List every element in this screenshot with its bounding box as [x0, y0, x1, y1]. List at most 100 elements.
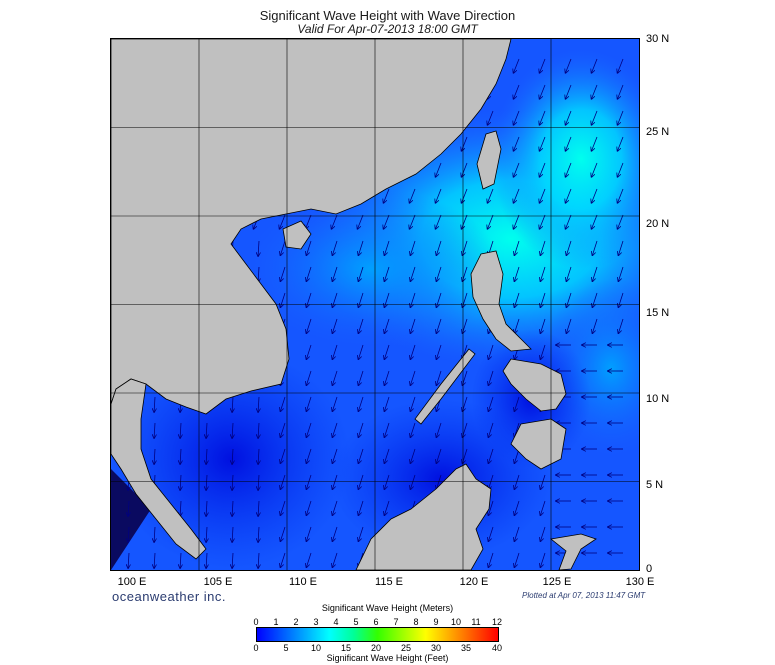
wave-direction-arrow [592, 188, 598, 203]
wave-direction-arrow [280, 422, 286, 437]
wave-direction-arrow [488, 188, 494, 203]
wave-direction-arrow [566, 240, 572, 255]
wave-direction-arrow [258, 240, 259, 256]
wave-direction-arrow [410, 188, 416, 203]
colorbar-meter-tick: 6 [373, 617, 379, 627]
colorbar-meter-tick: 5 [353, 617, 359, 627]
map-canvas [111, 39, 639, 570]
wave-direction-arrow [436, 292, 442, 307]
wave-direction-arrow [306, 474, 312, 489]
wave-direction-arrow [618, 240, 624, 255]
wave-direction-arrow [306, 344, 312, 359]
wave-direction-arrow [436, 266, 442, 281]
wave-direction-arrow [592, 318, 598, 333]
wave-direction-arrow [280, 396, 286, 411]
wave-direction-arrow [332, 240, 338, 255]
wave-direction-arrow [384, 214, 390, 229]
wave-direction-arrow [514, 266, 520, 281]
wave-direction-arrow [566, 136, 572, 151]
wave-direction-arrow [566, 84, 572, 99]
colorbar-feet-tick: 0 [253, 643, 259, 653]
wave-direction-arrow [618, 58, 624, 73]
wave-direction-arrow [128, 526, 129, 542]
wave-direction-arrow [358, 526, 364, 541]
wave-direction-arrow [592, 214, 598, 229]
wave-direction-arrow [332, 370, 338, 385]
wave-direction-arrow [232, 500, 233, 516]
wave-direction-arrow [514, 318, 520, 333]
graticule [111, 39, 639, 570]
wave-direction-arrow [540, 292, 546, 307]
wave-direction-arrow [232, 448, 233, 464]
wave-direction-arrow [592, 58, 598, 73]
wave-direction-arrow [436, 188, 442, 203]
wave-direction-arrow [592, 110, 598, 125]
wave-direction-arrow [462, 188, 468, 203]
colorbar-title-feet: Significant Wave Height (Feet) [326, 653, 449, 663]
wave-direction-arrow [514, 162, 520, 177]
colorbar-feet-tick: 25 [400, 643, 412, 653]
wave-direction-arrow [514, 500, 520, 515]
wave-direction-arrow [258, 448, 259, 464]
wave-direction-arrow [306, 292, 312, 307]
wave-direction-arrow [592, 240, 598, 255]
wave-direction-arrow [358, 266, 364, 281]
wave-direction-arrow [514, 136, 520, 151]
wave-direction-arrow [592, 292, 598, 307]
colorbar-feet-tick: 40 [491, 643, 503, 653]
wave-direction-arrow [332, 500, 338, 515]
wave-direction-arrow [410, 370, 416, 385]
wave-direction-arrow [514, 110, 520, 125]
lat-label-20n: 20 N [646, 218, 670, 230]
wave-direction-arrow [358, 474, 364, 489]
wave-direction-arrow [358, 214, 364, 229]
wave-direction-arrow [384, 370, 390, 385]
wave-direction-arrow [358, 500, 364, 515]
colorbar-feet-tick: 35 [460, 643, 472, 653]
wave-direction-arrow [488, 370, 494, 385]
wave-direction-arrow [206, 526, 207, 542]
wave-direction-arrow [358, 370, 364, 385]
wave-direction-arrow [232, 474, 233, 490]
wave-direction-arrow [258, 396, 259, 412]
wave-direction-arrow [436, 448, 442, 463]
wave-direction-arrow [410, 422, 416, 437]
colorbar-meter-tick: 0 [253, 617, 259, 627]
wave-direction-arrow [384, 266, 390, 281]
wave-direction-arrow [436, 474, 442, 489]
lon-label-100e: 100 E [117, 576, 147, 588]
wave-direction-arrow [618, 214, 624, 229]
wave-direction-arrow [280, 552, 286, 567]
lat-label-0: 0 [646, 563, 653, 575]
wave-direction-arrow [232, 552, 233, 568]
wave-direction-arrow [566, 58, 572, 73]
land-malay-peninsula [111, 378, 207, 560]
wave-direction-arrow [540, 58, 546, 73]
land-sulawesi [550, 533, 597, 570]
wave-direction-arrow [258, 500, 259, 516]
wave-direction-arrow [436, 318, 442, 333]
wave-direction-arrow [488, 396, 494, 411]
wave-direction-arrow [258, 526, 259, 542]
wave-direction-arrow [410, 318, 416, 333]
wave-direction-arrow [280, 240, 286, 255]
wave-direction-arrow [462, 136, 468, 151]
wave-direction-arrow [488, 214, 494, 229]
wave-direction-arrow [410, 266, 416, 281]
wave-direction-arrow [540, 162, 546, 177]
wave-direction-arrow [384, 474, 390, 489]
wave-direction-arrow [206, 448, 207, 464]
high-wave-zone-north [491, 49, 639, 269]
wave-direction-arrow [540, 526, 546, 541]
lon-label-110e: 110 E [289, 576, 317, 588]
wave-direction-arrow [180, 500, 181, 516]
wave-direction-arrow [566, 266, 572, 281]
wave-direction-arrow [180, 422, 181, 438]
wave-direction-arrow [306, 422, 312, 437]
wave-direction-arrow [358, 396, 364, 411]
colorbar-title-meters: Significant Wave Height (Meters) [321, 603, 454, 613]
wave-direction-arrow [540, 266, 546, 281]
wave-direction-arrow [618, 84, 624, 99]
wave-direction-arrow [384, 188, 390, 203]
wave-direction-arrow [180, 552, 181, 568]
